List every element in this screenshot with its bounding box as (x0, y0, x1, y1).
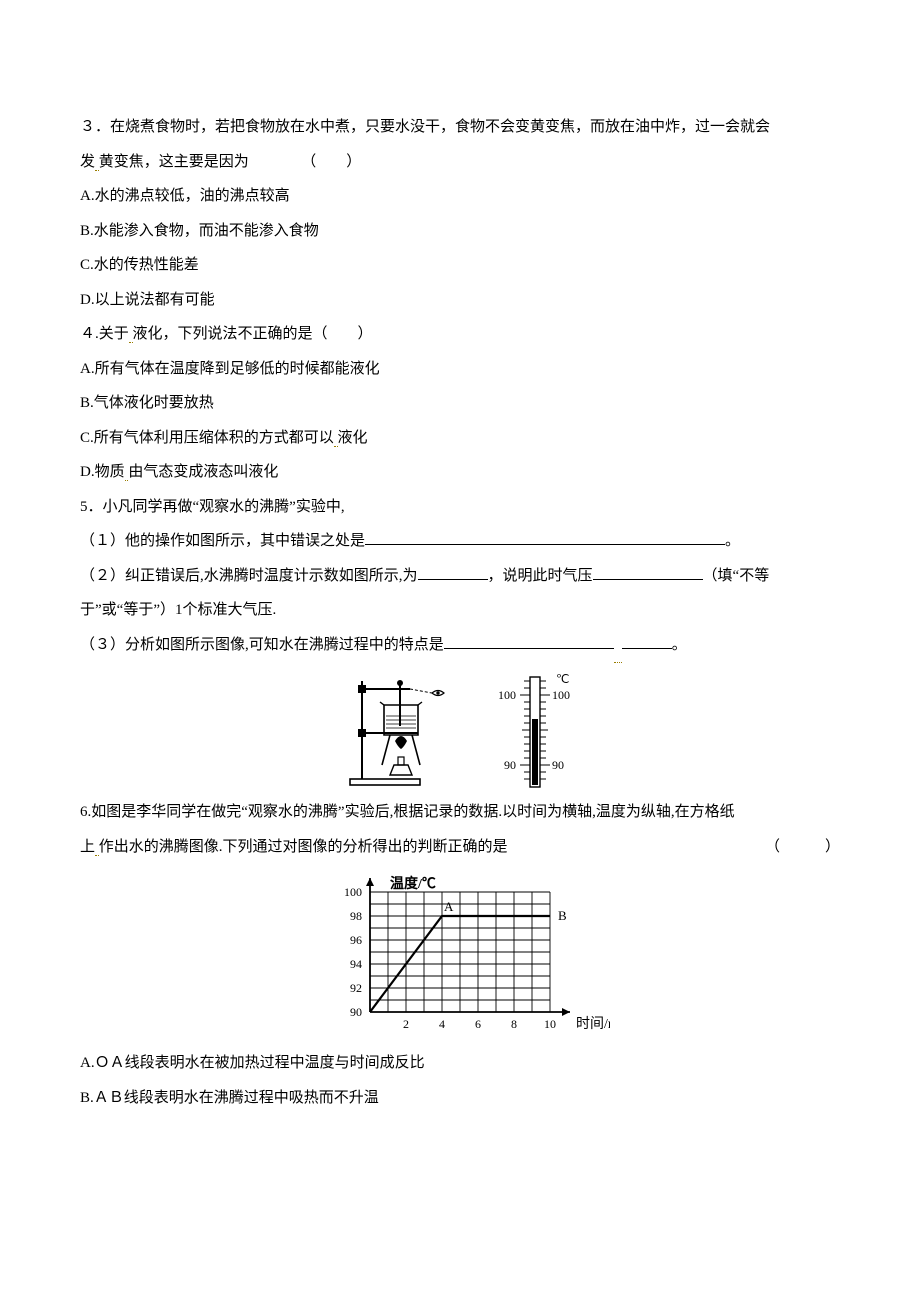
q4-stem: ４.关于 液化，下列说法不正确的是（ ） (80, 317, 840, 352)
q4-stem-a: ４.关于 (80, 326, 129, 342)
q3-paren: （ ） (301, 154, 361, 170)
thermo-unit: ℃ (556, 672, 569, 686)
svg-text:2: 2 (403, 1017, 409, 1031)
q5-p1-a: （１）他的操作如图所示，其中错误之处是 (80, 533, 365, 549)
q4-d-a: D.物质 (80, 464, 125, 480)
q6-stem-c: 作出水的沸腾图像.下列通过对图像的分析得出的判断正确的是 (99, 839, 508, 855)
q5-p2-line2: 于”或“等于”）1个标准大气压. (80, 593, 840, 628)
q3-opt-a: A.水的沸点较低，油的沸点较高 (80, 179, 840, 214)
svg-text:6: 6 (475, 1017, 481, 1031)
q6-stem-line2: 上 作出水的沸腾图像.下列通过对图像的分析得出的判断正确的是 （ ） (80, 830, 840, 865)
svg-text:温度/℃: 温度/℃ (390, 875, 436, 892)
svg-text:B: B (558, 908, 567, 923)
q5-p1: （１）他的操作如图所示，其中错误之处是 。 (80, 524, 840, 559)
thermo-100-left: 100 (498, 688, 516, 702)
svg-text:90: 90 (350, 1005, 362, 1019)
q5-p3-a: （３）分析如图所示图像,可知水在沸腾过程中的特点是 (80, 637, 444, 653)
q4-opt-d: D.物质 由气态变成液态叫液化 (80, 455, 840, 490)
svg-text:8: 8 (511, 1017, 517, 1031)
q4-opt-a: A.所有气体在温度降到足够低的时候都能液化 (80, 352, 840, 387)
thermo-90-left: 90 (504, 758, 516, 772)
q6-opt-a: A.ＯＡ线段表明水在被加热过程中温度与时间成反比 (80, 1046, 840, 1081)
q5-p1-b: 。 (725, 533, 740, 549)
apparatus-diagram (340, 671, 460, 791)
svg-text:时间/min: 时间/min (576, 1016, 610, 1032)
q5-p3: （３）分析如图所示图像,可知水在沸腾过程中的特点是 。 (80, 628, 840, 664)
q3-stem-c: 黄变焦，这主要是因为 (99, 154, 249, 170)
q4-d-b: 由气态变成液态叫液化 (128, 464, 278, 480)
svg-text:A: A (444, 899, 454, 914)
q6-paren: （ ） (765, 830, 840, 865)
q3-opt-d: D.以上说法都有可能 (80, 283, 840, 318)
boiling-chart: 100 98 96 94 92 90 2 4 6 8 10 温度/℃ 时间/min A B (310, 872, 610, 1042)
svg-text:100: 100 (344, 885, 362, 899)
q6-stem-b: 上 (80, 839, 95, 855)
svg-text:92: 92 (350, 981, 362, 995)
q4-opt-b: B.气体液化时要放热 (80, 386, 840, 421)
q5-p2-line1: （２）纠正错误后,水沸腾时温度计示数如图所示,为 ，说明此时气压 （填“不等 (80, 559, 840, 594)
svg-text:94: 94 (350, 957, 362, 971)
thermo-100-right: 100 (552, 688, 570, 702)
q6-opt-b: B.ＡＢ线段表明水在沸腾过程中吸热而不升温 (80, 1081, 840, 1116)
q6-stem-line1: 6.如图是李华同学在做完“观察水的沸腾”实验后,根据记录的数据.以时间为横轴,温… (80, 795, 840, 830)
q3-opt-b: B.水能渗入食物，而油不能渗入食物 (80, 214, 840, 249)
q4-opt-c: C.所有气体利用压缩体积的方式都可以 液化 (80, 421, 840, 456)
svg-text:96: 96 (350, 933, 362, 947)
q5-p3-b: 。 (672, 637, 687, 653)
q3-stem-line2: 发 黄变焦，这主要是因为 （ ） (80, 145, 840, 180)
q3-stem-b: 发 (80, 154, 95, 170)
q3-stem-line1: ３．在烧煮食物时，若把食物放在水中煮，只要水没干，食物不会变黄变焦，而放在油中炸… (80, 110, 840, 145)
q5-figure: ℃ (80, 671, 840, 791)
q6-chart: 100 98 96 94 92 90 2 4 6 8 10 温度/℃ 时间/min A B (80, 872, 840, 1042)
q5-stem: 5．小凡同学再做“观察水的沸腾”实验中, (80, 490, 840, 525)
svg-text:4: 4 (439, 1017, 445, 1031)
q4-stem-b: 液化，下列说法不正确的是（ ） (133, 326, 373, 342)
q5-p2-a: （２）纠正错误后,水沸腾时温度计示数如图所示,为 (80, 568, 418, 584)
q3-opt-c: C.水的传热性能差 (80, 248, 840, 283)
q5-p2-c: （填“不等 (703, 568, 770, 584)
page-content: ３．在烧煮食物时，若把食物放在水中煮，只要水没干，食物不会变黄变焦，而放在油中炸… (0, 0, 920, 1175)
thermometer-diagram: ℃ (490, 671, 580, 791)
thermo-90-right: 90 (552, 758, 564, 772)
svg-text:10: 10 (544, 1017, 556, 1031)
q3-stem-a: ３．在烧煮食物时，若把食物放在水中煮，只要水没干，食物不会变黄变焦，而放在油中炸… (80, 119, 770, 135)
svg-text:98: 98 (350, 909, 362, 923)
q5-p2-b: ，说明此时气压 (488, 568, 593, 584)
